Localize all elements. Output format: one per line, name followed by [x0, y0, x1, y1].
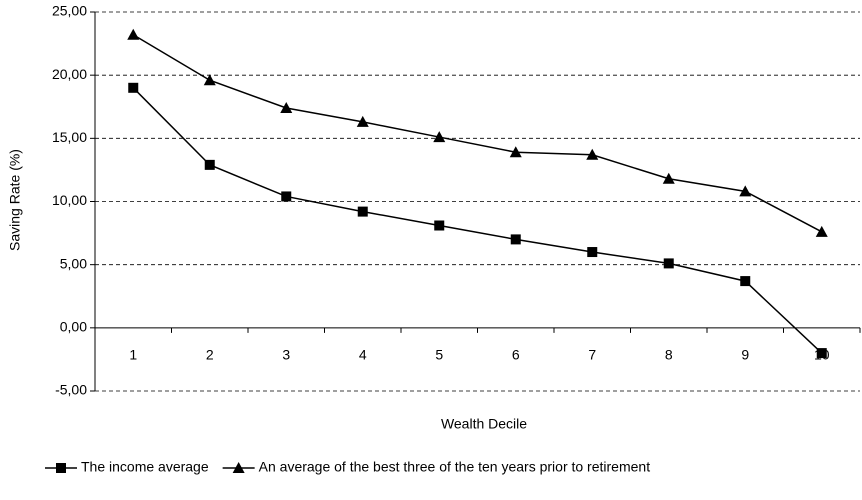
data-point — [587, 247, 598, 258]
legend-label: An average of the best three of the ten … — [259, 459, 651, 475]
data-point — [663, 258, 674, 269]
x-tick-label: 8 — [665, 347, 673, 363]
data-point — [204, 159, 215, 170]
data-point — [128, 82, 139, 93]
data-point — [203, 74, 216, 86]
y-tick-label: 20,00 — [52, 66, 87, 82]
x-tick-label: 3 — [282, 347, 290, 363]
data-point — [509, 146, 522, 158]
x-tick-label: 9 — [741, 347, 749, 363]
x-tick-label: 7 — [588, 347, 596, 363]
legend-marker — [56, 463, 66, 473]
line — [132, 34, 823, 233]
x-tick-label: 2 — [206, 347, 214, 363]
data-point — [739, 185, 752, 197]
x-axis-label: Wealth Decile — [441, 416, 527, 432]
x-tick-label: 4 — [359, 347, 367, 363]
data-point — [510, 234, 521, 245]
y-tick-label: 5,00 — [60, 255, 87, 271]
y-tick-label: 10,00 — [52, 192, 87, 208]
y-tick-label: 25,00 — [52, 3, 87, 19]
legend-marker — [232, 462, 245, 473]
data-point — [281, 191, 292, 202]
line — [132, 87, 823, 354]
data-point — [280, 102, 293, 114]
x-tick-label: 6 — [512, 347, 520, 363]
x-tick-label: 5 — [435, 347, 443, 363]
data-point — [433, 131, 446, 143]
y-tick-label: 15,00 — [52, 129, 87, 145]
data-point — [740, 276, 751, 287]
data-point — [356, 115, 369, 127]
data-point — [434, 220, 445, 231]
y-tick-label: -5,00 — [55, 382, 87, 398]
y-tick-label: 0,00 — [60, 319, 87, 335]
x-tick-label: 1 — [129, 347, 137, 363]
y-axis-label: Saving Rate (%) — [7, 149, 23, 251]
data-point — [357, 206, 368, 217]
data-point — [586, 148, 599, 160]
data-point — [815, 225, 828, 237]
data-point — [662, 172, 675, 184]
data-point — [127, 28, 140, 40]
data-point — [816, 348, 827, 359]
legend-label: The income average — [81, 459, 209, 475]
